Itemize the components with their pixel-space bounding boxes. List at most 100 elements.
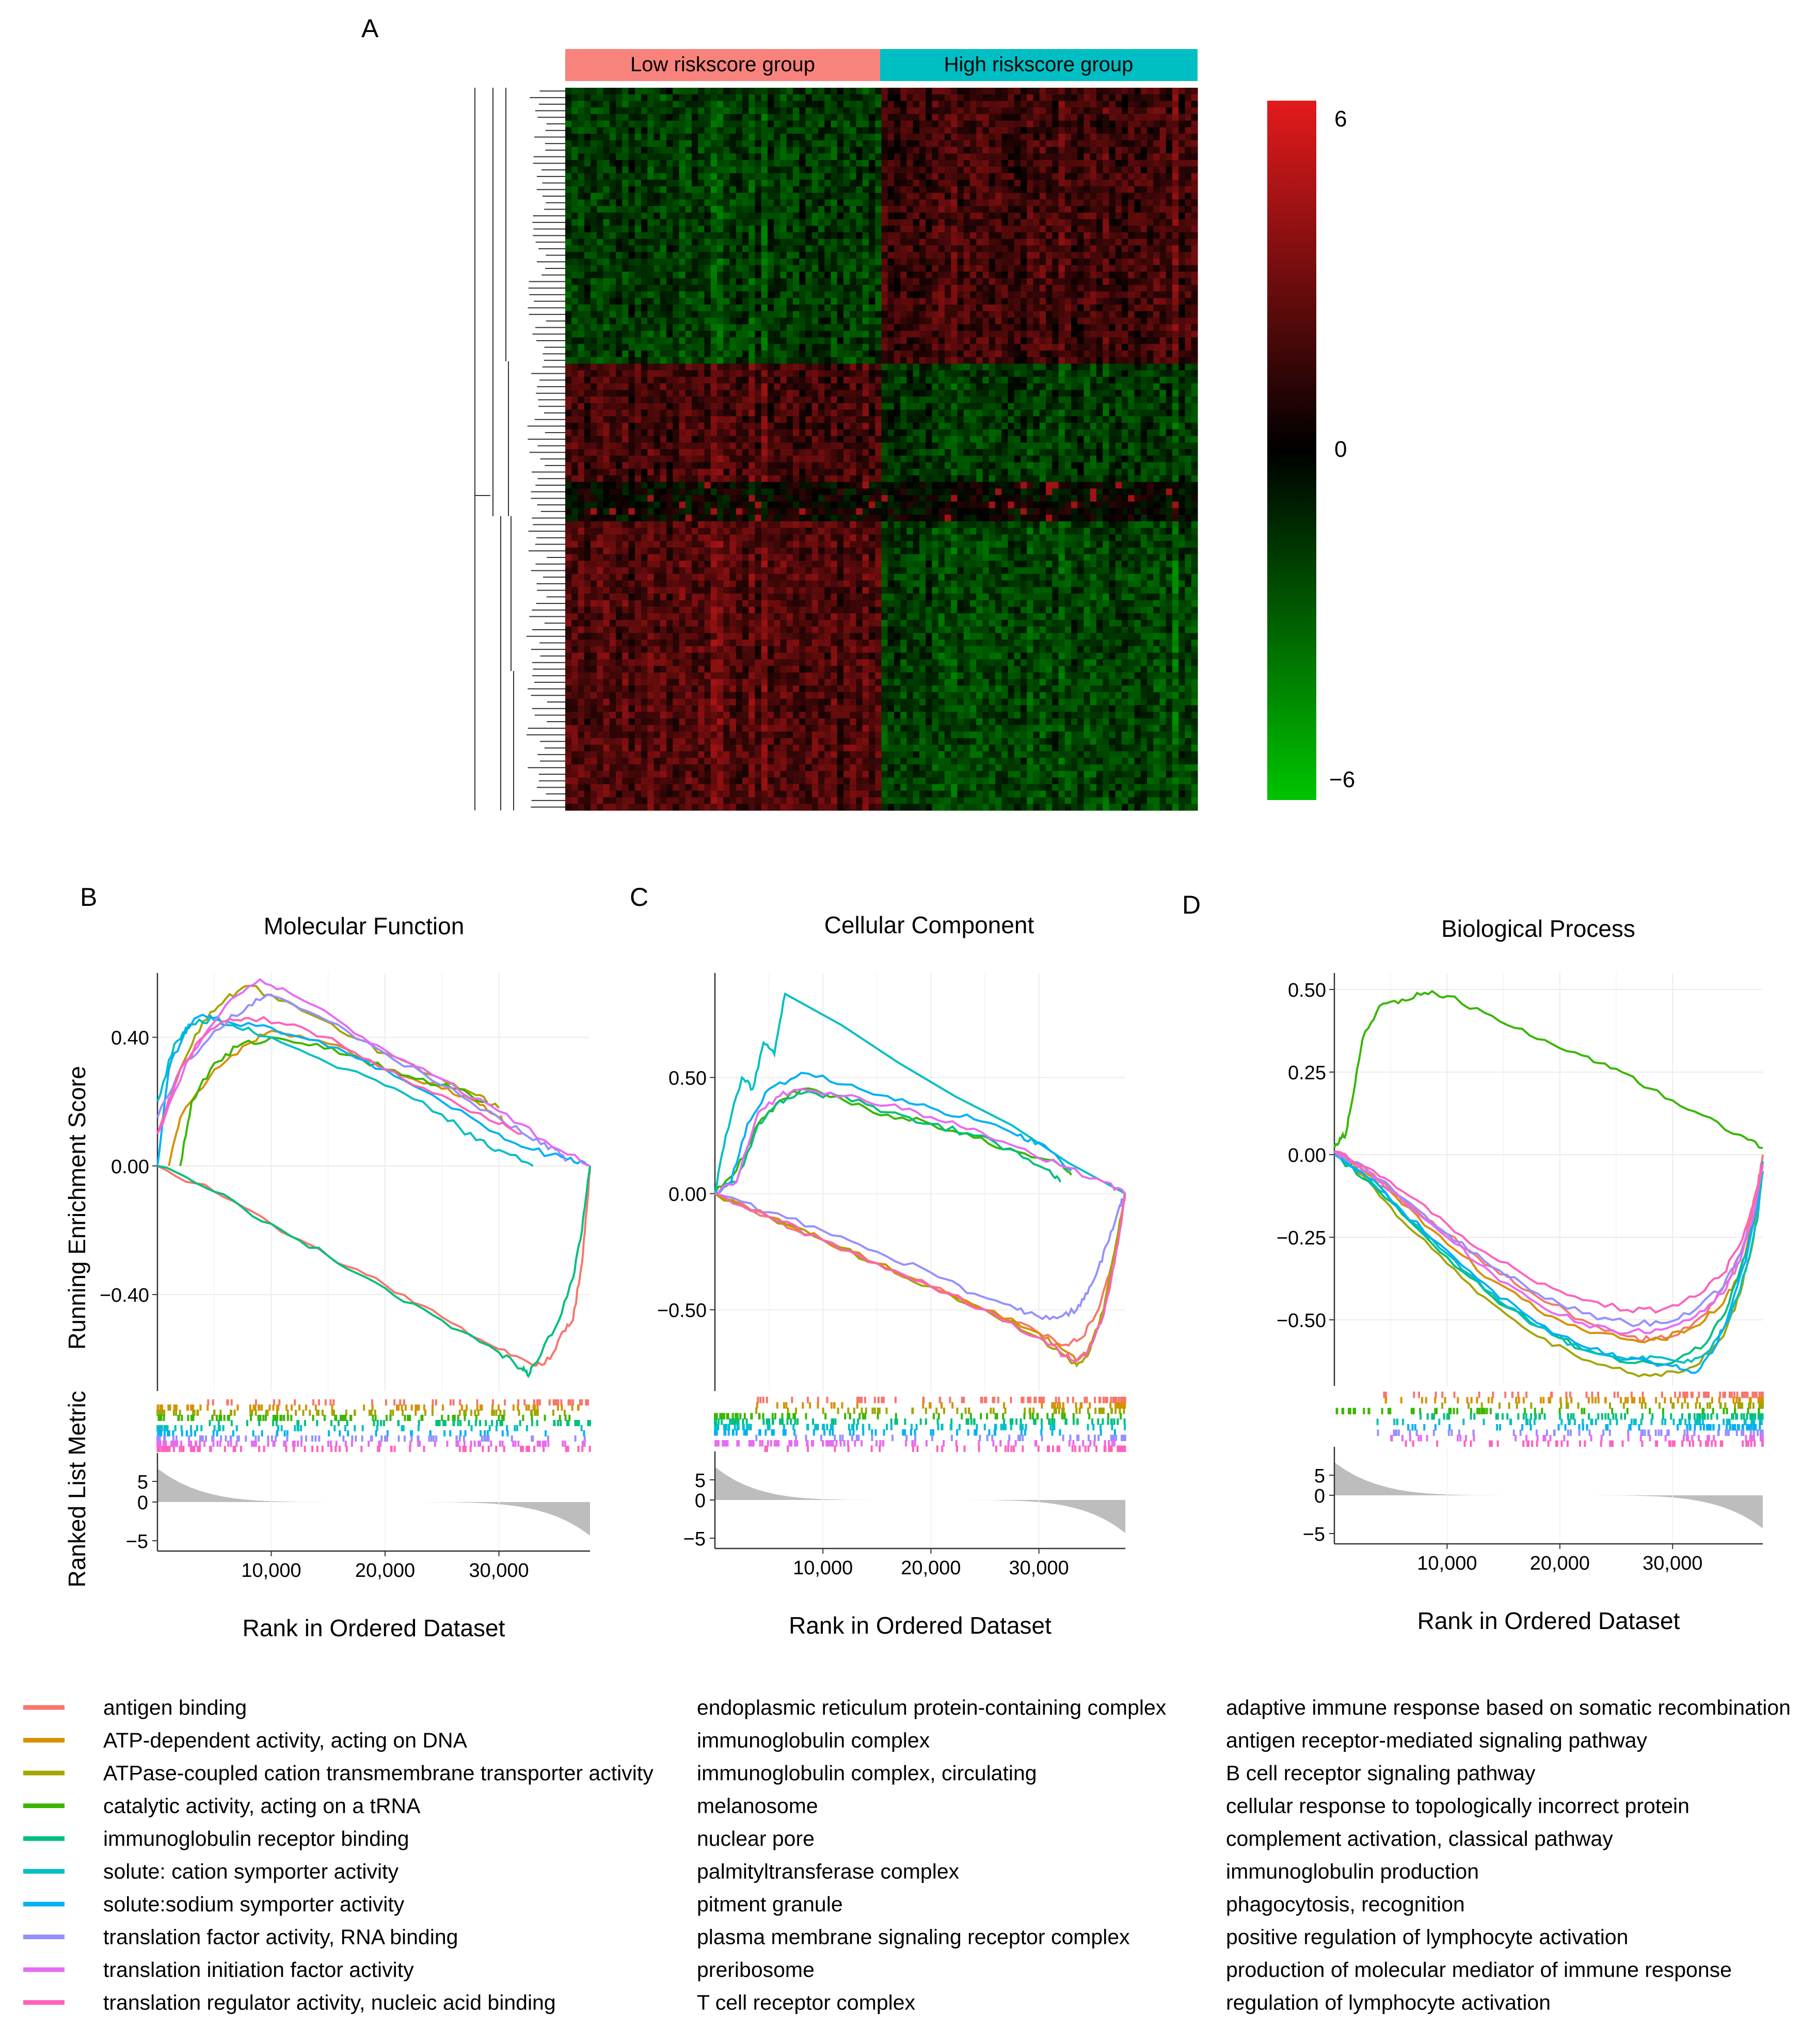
heatmap-cell bbox=[1033, 245, 1040, 252]
heatmap-cell bbox=[1109, 383, 1116, 391]
heatmap-cell bbox=[856, 140, 863, 148]
heatmap-cell bbox=[805, 390, 812, 397]
heatmap-cell bbox=[591, 370, 597, 377]
heatmap-cell bbox=[692, 265, 698, 272]
heatmap-cell bbox=[578, 284, 585, 292]
heatmap-cell bbox=[666, 173, 673, 180]
heatmap-cell bbox=[666, 94, 673, 102]
heatmap-cell bbox=[850, 226, 857, 233]
heatmap-cell bbox=[736, 377, 743, 384]
heatmap-cell bbox=[1153, 88, 1160, 95]
heatmap-cell bbox=[1033, 140, 1040, 148]
heatmap-cell bbox=[1096, 134, 1103, 141]
heatmap-cell bbox=[685, 396, 692, 404]
heatmap-cell bbox=[1172, 305, 1179, 312]
heatmap-cell bbox=[774, 232, 781, 239]
heatmap-cell bbox=[603, 265, 610, 272]
heatmap-cell bbox=[900, 252, 907, 259]
heatmap-cell bbox=[616, 284, 623, 292]
heatmap-cell bbox=[932, 409, 939, 417]
heatmap-cell bbox=[875, 291, 882, 298]
heatmap-cell bbox=[647, 127, 655, 134]
heatmap-cell bbox=[666, 291, 673, 298]
heatmap-cell bbox=[1191, 265, 1198, 272]
heatmap-cell bbox=[805, 147, 812, 154]
heatmap-cell bbox=[913, 232, 920, 239]
heatmap-cell bbox=[584, 396, 591, 404]
heatmap-cell bbox=[824, 383, 832, 391]
heatmap-cell bbox=[887, 166, 895, 174]
heatmap-cell bbox=[1083, 252, 1091, 259]
heatmap-cell bbox=[1027, 219, 1034, 226]
heatmap-cell bbox=[919, 212, 926, 220]
heatmap-cell bbox=[584, 212, 591, 220]
heatmap-cell bbox=[881, 140, 888, 148]
heatmap-cell bbox=[1058, 140, 1065, 148]
heatmap-cell bbox=[862, 390, 869, 397]
heatmap-cell bbox=[748, 370, 756, 377]
heatmap-cell bbox=[938, 409, 945, 417]
heatmap-cell bbox=[704, 180, 711, 187]
heatmap-cell bbox=[597, 245, 604, 252]
heatmap-cell bbox=[748, 311, 756, 318]
heatmap-cell bbox=[881, 160, 888, 167]
heatmap-cell bbox=[571, 153, 579, 161]
heatmap-cell bbox=[913, 153, 920, 161]
heatmap-cell bbox=[989, 305, 996, 312]
heatmap-cell bbox=[584, 311, 591, 318]
heatmap-cell bbox=[951, 330, 958, 338]
heatmap-cell bbox=[736, 180, 743, 187]
heatmap-cell bbox=[1071, 344, 1078, 351]
heatmap-cell bbox=[704, 350, 711, 358]
heatmap-cell bbox=[673, 88, 680, 95]
heatmap-cell bbox=[1191, 317, 1198, 325]
heatmap-cell bbox=[584, 238, 591, 246]
heatmap-cell bbox=[976, 363, 983, 371]
heatmap-cell bbox=[1021, 180, 1027, 187]
heatmap-cell bbox=[692, 258, 698, 266]
heatmap-cell bbox=[1083, 166, 1091, 174]
heatmap-cell bbox=[1008, 252, 1015, 259]
heatmap-cell bbox=[862, 298, 869, 305]
heatmap-cell bbox=[565, 311, 572, 318]
heatmap-cell bbox=[1083, 258, 1091, 266]
heatmap-cell bbox=[1083, 272, 1091, 279]
heatmap-cell bbox=[698, 166, 705, 174]
heatmap-cell bbox=[768, 199, 774, 206]
heatmap-cell bbox=[995, 134, 1002, 141]
heatmap-cell bbox=[938, 396, 945, 404]
heatmap-cell bbox=[609, 272, 616, 279]
heatmap-cell bbox=[717, 284, 724, 292]
heatmap-cell bbox=[584, 88, 591, 95]
heatmap-cell bbox=[951, 199, 958, 206]
heatmap-cell bbox=[761, 186, 768, 194]
heatmap-cell bbox=[1122, 186, 1128, 194]
heatmap-cell bbox=[913, 390, 920, 397]
heatmap-cell bbox=[786, 298, 793, 305]
heatmap-cell bbox=[894, 114, 901, 121]
heatmap-cell bbox=[1134, 357, 1141, 364]
heatmap-cell bbox=[1185, 363, 1192, 371]
heatmap-cell bbox=[616, 272, 623, 279]
heatmap-cell bbox=[748, 120, 756, 127]
heatmap-cell bbox=[1172, 350, 1179, 358]
heatmap-cell bbox=[1033, 324, 1040, 331]
heatmap-cell bbox=[597, 226, 604, 233]
heatmap-cell bbox=[843, 252, 850, 259]
heatmap-cell bbox=[742, 245, 749, 252]
heatmap-cell bbox=[938, 311, 945, 318]
heatmap-cell bbox=[1027, 284, 1034, 292]
heatmap-cell bbox=[1064, 337, 1072, 344]
heatmap-cell bbox=[679, 127, 686, 134]
heatmap-cell bbox=[565, 199, 572, 206]
heatmap-cell bbox=[1021, 186, 1027, 194]
heatmap-cell bbox=[704, 226, 711, 233]
heatmap-cell bbox=[1103, 173, 1110, 180]
heatmap-cell bbox=[824, 153, 832, 161]
heatmap-cell bbox=[894, 311, 901, 318]
heatmap-cell bbox=[970, 383, 977, 391]
heatmap-cell bbox=[1153, 120, 1160, 127]
heatmap-cell bbox=[679, 160, 686, 167]
heatmap-cell bbox=[584, 330, 591, 338]
heatmap-cell bbox=[1058, 317, 1065, 325]
